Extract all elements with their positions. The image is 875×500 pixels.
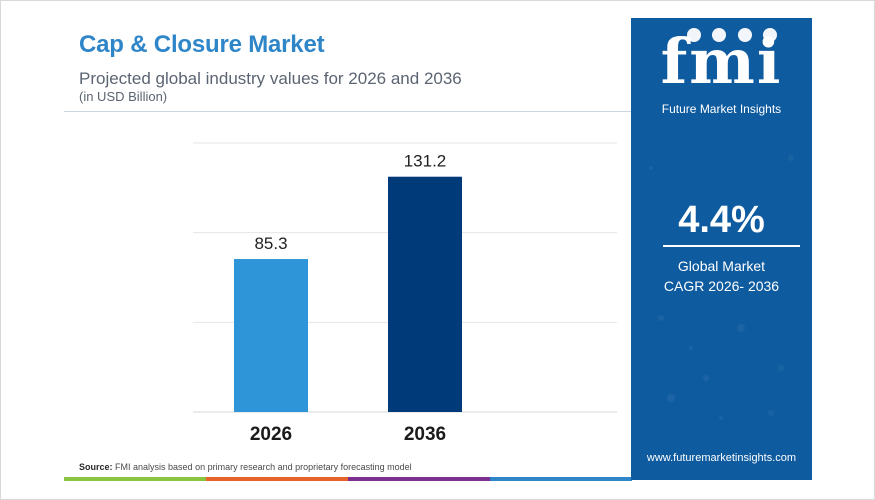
bars — [234, 176, 462, 412]
bottom-color-stripe — [64, 477, 632, 481]
globe-icon — [687, 28, 701, 42]
website-link[interactable]: www.futuremarketinsights.com — [646, 452, 797, 464]
gear-icon — [712, 28, 727, 42]
x-tick-2036: 2036 — [404, 424, 446, 445]
people-icon — [762, 28, 777, 42]
logo-icons — [687, 28, 777, 46]
cagr-label-line2: CAGR 2026- 2036 — [663, 278, 780, 294]
panel-texture — [649, 155, 794, 420]
header-divider — [64, 111, 632, 112]
stripe-segment — [490, 477, 632, 481]
cagr-label-line1: Global Market — [677, 258, 766, 274]
stripe-segment — [206, 477, 348, 481]
data-label-2026: 85.3 — [254, 234, 287, 253]
brand-name: Future Market Insights — [661, 102, 782, 116]
bar-2036 — [388, 176, 462, 412]
chart-title: Cap & Closure Market — [79, 31, 325, 58]
unit-label: (in USD Billion) — [79, 89, 168, 104]
chart-subtitle: Projected global industry values for 202… — [79, 69, 462, 88]
stripe-segment — [64, 477, 206, 481]
fmi-logo: fmi — [660, 25, 783, 98]
cagr-label: Global Market CAGR 2026- 2036 — [631, 256, 812, 296]
bar-chart: 85.3 131.2 2026 2036 — [193, 142, 617, 445]
data-labels: 85.3 131.2 — [254, 152, 446, 253]
source-note: Source: FMI analysis based on primary re… — [79, 462, 412, 472]
cagr-value: 4.4% — [678, 199, 765, 241]
brand-panel: fmi Future Market Insights 4.4% Global M… — [631, 18, 812, 480]
source-label: Source: — [79, 462, 113, 472]
stripe-segment — [348, 477, 490, 481]
chart-icon — [737, 28, 752, 42]
data-label-2036: 131.2 — [404, 152, 447, 171]
x-tick-labels: 2026 2036 — [250, 424, 446, 445]
cagr-divider — [663, 245, 800, 247]
bar-2026 — [234, 259, 308, 412]
x-tick-2026: 2026 — [250, 424, 292, 445]
source-text: FMI analysis based on primary research a… — [115, 462, 412, 472]
